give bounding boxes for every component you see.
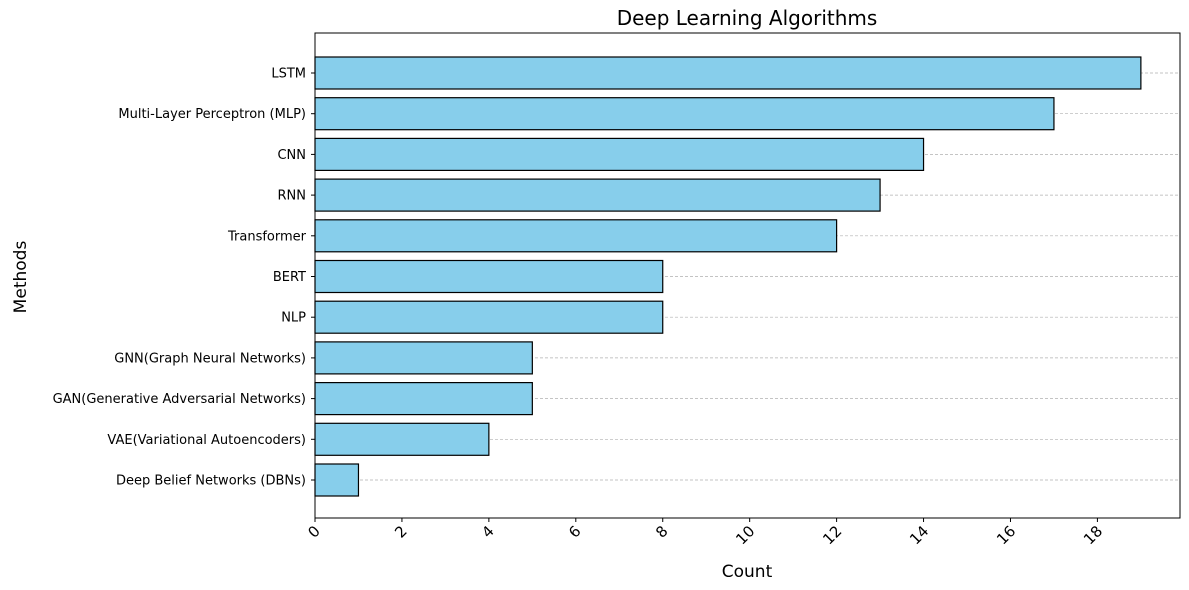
bar [314,422,490,456]
y-tick-label: Deep Belief Networks (DBNs) [116,474,306,489]
bar [314,463,360,497]
x-tick-label: 4 [478,522,497,541]
bar [314,137,925,171]
x-axis-ticks: 0 2 4 6 8 10 12 14 16 18 [304,518,1106,548]
x-tick-label: 18 [1080,522,1106,548]
x-tick-label: 2 [391,522,410,541]
y-axis-label: Methods [11,241,31,314]
y-tick-label: RNN [278,189,306,204]
y-tick-label: Transformer [227,229,307,244]
y-tick-label: NLP [281,311,306,326]
x-tick-label: 6 [565,522,584,541]
y-tick-label: CNN [277,148,306,163]
bar [314,219,838,253]
x-tick-label: 10 [732,522,758,548]
plot-frame [314,32,1181,519]
bar [314,178,881,212]
x-tick-label: 0 [304,522,323,541]
x-tick-label: 12 [819,522,845,548]
y-tick-label: GAN(Generative Adversarial Networks) [53,392,306,407]
y-tick-label: LSTM [271,67,306,82]
bars [314,56,1142,497]
bar [314,382,533,416]
bar [314,97,1055,131]
y-tick-label: Multi-Layer Perceptron (MLP) [118,107,306,122]
y-axis-ticks: LSTM Multi-Layer Perceptron (MLP) CNN RNN Tr… [53,67,315,489]
y-tick-label: GNN(Graph Neural Networks) [114,351,306,366]
bar [314,56,1142,90]
x-tick-label: 14 [906,522,932,548]
bar [314,259,664,294]
y-tick-label: BERT [273,270,306,285]
bar [314,300,664,334]
x-tick-label: 8 [652,522,671,541]
bar [314,341,533,375]
x-axis-label: Count [722,562,773,582]
x-tick-label: 16 [993,522,1019,548]
chart-title: Deep Learning Algorithms [617,6,878,30]
y-tick-label: VAE(Variational Autoencoders) [107,433,306,448]
